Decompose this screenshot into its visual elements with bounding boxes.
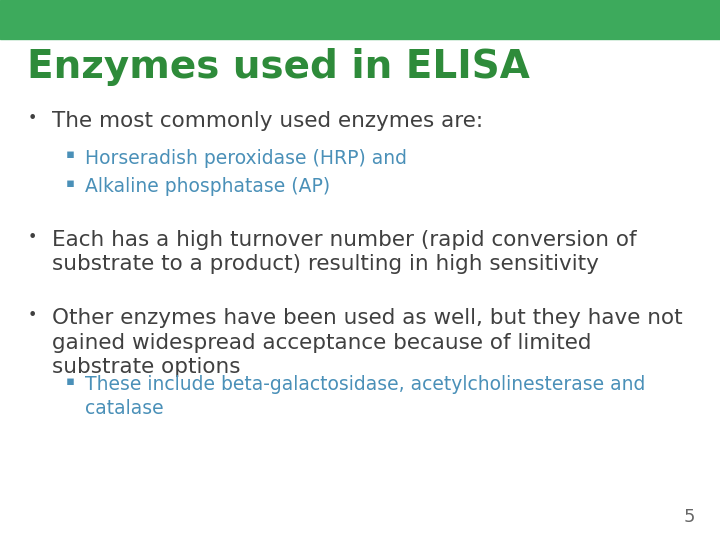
Text: These include beta-galactosidase, acetylcholinesterase and
catalase: These include beta-galactosidase, acetyl… [85, 375, 645, 418]
Text: Horseradish peroxidase (HRP) and: Horseradish peroxidase (HRP) and [85, 148, 407, 167]
Text: ▪: ▪ [66, 148, 75, 161]
Text: The most commonly used enzymes are:: The most commonly used enzymes are: [52, 111, 483, 131]
Text: Each has a high turnover number (rapid conversion of
substrate to a product) res: Each has a high turnover number (rapid c… [52, 230, 636, 274]
Text: Other enzymes have been used as well, but they have not
gained widespread accept: Other enzymes have been used as well, bu… [52, 308, 683, 377]
Bar [0, 0, 720, 39]
Text: Enzymes used in ELISA: Enzymes used in ELISA [27, 49, 530, 86]
Text: 5: 5 [683, 509, 695, 526]
Text: •: • [27, 308, 37, 323]
Text: •: • [27, 111, 37, 126]
Text: Alkaline phosphatase (AP): Alkaline phosphatase (AP) [85, 177, 330, 196]
Text: ▪: ▪ [66, 375, 75, 388]
Text: ▪: ▪ [66, 177, 75, 190]
Text: •: • [27, 230, 37, 245]
